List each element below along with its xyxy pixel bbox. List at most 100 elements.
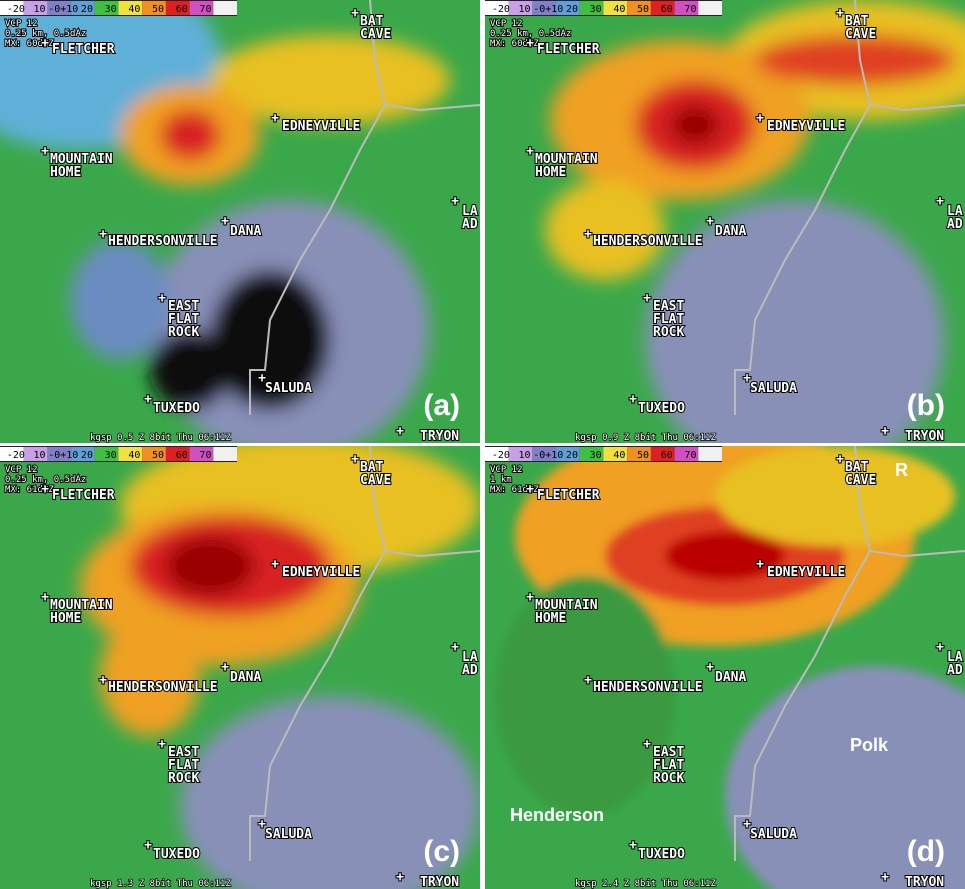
colorbar-label: 40 (613, 450, 625, 461)
town-label: SALUDA (750, 381, 797, 396)
colorbar-cell (532, 1, 557, 15)
town-marker: + (756, 111, 764, 126)
echo (670, 105, 720, 145)
town-label: SALUDA (265, 381, 312, 396)
town-label: ROCK (168, 325, 199, 340)
echo (180, 696, 480, 889)
colorbar-label: -0+10 (48, 4, 78, 15)
town-label: TRYON (905, 429, 944, 444)
town-label: AD (462, 663, 478, 678)
town-label: EAST (168, 299, 199, 314)
town-label: FLETCHER (52, 42, 115, 57)
colorbar-label: 40 (128, 450, 140, 461)
colorbar-label: -0+10 (533, 450, 563, 461)
colorbar: -20 10 -0+10 20 30 40 50 60 70 (485, 0, 722, 16)
town-marker: + (526, 590, 534, 605)
town-marker: + (526, 144, 534, 159)
town-label: SALUDA (750, 827, 797, 842)
header-text: 0.25 km, 0.5dAz (5, 29, 86, 39)
town-label: EDNEYVILLE (282, 565, 360, 580)
town-label: TRYON (420, 429, 459, 444)
radar-panel: -20 10 -0+10 20 30 40 50 60 70 VCP 120.25 km, 0.5… (0, 0, 480, 445)
colorbar-cell (71, 447, 95, 461)
colorbar-label: 20 (81, 450, 93, 461)
colorbar-label: 10 (519, 450, 531, 461)
colorbar-cell (47, 1, 72, 15)
echo (545, 180, 665, 280)
colorbar-cell (508, 447, 533, 461)
road (869, 104, 965, 112)
town-label: CAVE (360, 473, 391, 488)
colorbar-cell (556, 1, 580, 15)
town-label: ROCK (168, 771, 199, 786)
radar-image (485, 446, 965, 889)
town-marker: + (706, 214, 714, 229)
town-marker: + (258, 371, 266, 386)
road (249, 446, 387, 861)
colorbar-label: 30 (590, 450, 602, 461)
town-label: FLAT (168, 312, 199, 327)
colorbar-label: 70 (199, 450, 211, 461)
town-label: CAVE (845, 27, 876, 42)
town-label: TRYON (905, 875, 944, 889)
town-label: HOME (50, 611, 81, 626)
road (734, 0, 872, 415)
header-text: VCP 12 (490, 19, 523, 29)
town-label: LA (462, 204, 478, 219)
town-label: EAST (653, 745, 684, 760)
colorbar-cell (189, 1, 214, 15)
town-label: FLETCHER (537, 488, 600, 503)
colorbar-cell (23, 447, 48, 461)
colorbar-label: 30 (105, 4, 117, 15)
town-marker: + (221, 214, 229, 229)
echo (150, 330, 230, 410)
town-label: FLETCHER (537, 42, 600, 57)
colorbar-cell (71, 1, 95, 15)
town-label: CAVE (845, 473, 876, 488)
town-marker: + (629, 838, 637, 853)
county-label: R (895, 460, 908, 480)
town-label: TUXEDO (638, 401, 685, 416)
colorbar-label: 30 (590, 4, 602, 15)
town-label: ROCK (653, 325, 684, 340)
town-label: HOME (50, 165, 81, 180)
town-label: EDNEYVILLE (767, 119, 845, 134)
colorbar-cell (47, 447, 72, 461)
colorbar-label: 40 (613, 4, 625, 15)
colorbar-cell (603, 1, 628, 15)
colorbar-cell (650, 1, 675, 15)
town-label: LA (947, 204, 963, 219)
header-text: MX: 60dBZ (5, 39, 54, 49)
town-label: AD (947, 663, 963, 678)
colorbar-label: 60 (661, 4, 673, 15)
radar-image (485, 0, 965, 443)
colorbar-label: 40 (128, 4, 140, 15)
town-label: AD (947, 217, 963, 232)
town-marker: + (584, 673, 592, 688)
town-label: HENDERSONVILLE (593, 234, 703, 249)
town-marker: + (743, 371, 751, 386)
echo (165, 536, 255, 596)
town-marker: + (643, 737, 651, 752)
colorbar-label: 50 (637, 450, 649, 461)
town-label: BAT (360, 460, 384, 475)
town-label: CAVE (360, 27, 391, 42)
town-marker: + (451, 640, 459, 655)
road (734, 446, 872, 861)
town-label: EAST (653, 299, 684, 314)
colorbar-label: 10 (34, 450, 46, 461)
colorbar-cell (118, 1, 143, 15)
town-label: LA (462, 650, 478, 665)
road (869, 550, 965, 558)
town-marker: + (756, 557, 764, 572)
town-marker: + (836, 6, 844, 21)
colorbar-cell (213, 1, 237, 15)
colorbar-label: 10 (34, 4, 46, 15)
colorbar-cell (485, 1, 509, 15)
radar-panel: -20 10 -0+10 20 30 40 50 60 70 VCP 120.25 km, 0.5… (485, 0, 965, 445)
town-label: FLAT (168, 758, 199, 773)
town-marker: + (271, 111, 279, 126)
town-marker: + (41, 144, 49, 159)
colorbar-cell (579, 447, 604, 461)
echo (495, 576, 675, 816)
